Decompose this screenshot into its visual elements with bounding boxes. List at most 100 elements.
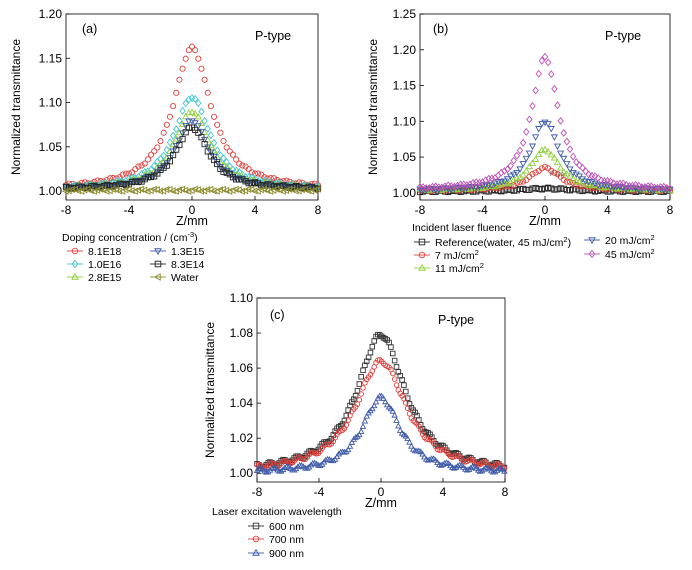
legend-label-text: 1.3E15: [171, 246, 204, 258]
data-point: [657, 183, 664, 191]
data-point: [426, 184, 433, 192]
data-point: [122, 181, 129, 188]
data-point: [553, 158, 562, 166]
legend-marker: [418, 251, 426, 259]
x-tick-label: 8: [502, 485, 509, 499]
legend-label: 1.3E15: [171, 246, 204, 258]
data-point: [229, 151, 236, 158]
data-point: [560, 155, 568, 163]
data-point: [541, 163, 549, 171]
data-point: [103, 181, 110, 188]
legend-label: 8.1E18: [88, 246, 121, 258]
data-point: [197, 128, 206, 136]
data-point: [176, 76, 183, 83]
annotation: P-type: [438, 313, 474, 327]
data-point: [239, 170, 246, 179]
data-point: [163, 121, 170, 128]
data-point: [548, 185, 555, 192]
data-point: [404, 395, 411, 401]
data-point: [261, 182, 268, 189]
legend-marker: [252, 548, 260, 556]
data-point: [447, 186, 455, 194]
data-point: [192, 47, 199, 54]
data-point: [360, 385, 366, 391]
data-point: [491, 468, 499, 475]
data-point: [66, 184, 73, 191]
data-point: [122, 170, 129, 177]
data-point: [303, 464, 311, 471]
legend-label-sup: 2: [480, 261, 484, 270]
data-point: [363, 412, 371, 419]
data-point: [460, 186, 468, 193]
x-tick-label: -8: [415, 203, 426, 217]
y-tick-label: 1.15: [393, 79, 417, 93]
y-tick-label: 1.25: [393, 7, 417, 21]
data-point: [557, 116, 564, 125]
data-point: [666, 184, 674, 193]
data-point: [393, 382, 400, 388]
data-point: [264, 468, 272, 475]
data-point: [207, 153, 214, 160]
data-point: [191, 120, 199, 127]
data-point: [135, 163, 142, 170]
y-tick-label: 1.20: [39, 7, 63, 21]
data-point: [585, 186, 592, 193]
data-point: [607, 177, 614, 186]
data-point: [244, 185, 252, 194]
data-point: [498, 168, 505, 177]
data-point: [264, 181, 271, 188]
legend-marker: [154, 260, 162, 268]
data-point: [538, 165, 545, 172]
data-point: [466, 180, 474, 189]
data-point: [314, 185, 321, 193]
data-point: [560, 185, 567, 192]
data-point: [195, 55, 202, 62]
data-point: [87, 181, 95, 188]
data-point: [650, 187, 659, 194]
data-point: [519, 138, 527, 147]
data-point: [173, 146, 180, 153]
data-point: [367, 349, 374, 356]
data-point: [239, 176, 246, 183]
data-point: [566, 166, 574, 173]
data-point: [582, 167, 589, 176]
data-point: [501, 467, 508, 474]
data-point: [267, 181, 274, 188]
legend-title: Incident laser fluence: [412, 222, 511, 234]
legend-title-text: Doping concentration / (cm: [62, 232, 188, 244]
data-point: [295, 454, 301, 461]
data-point: [391, 357, 398, 364]
x-tick-label: 4: [604, 203, 611, 217]
data-point: [344, 446, 352, 453]
data-point: [388, 344, 394, 350]
data-point: [528, 159, 537, 166]
data-point: [622, 186, 630, 193]
data-point: [204, 144, 212, 151]
data-point: [141, 175, 149, 182]
legend-label-sup: 2: [651, 247, 655, 256]
data-point: [217, 151, 224, 160]
data-point: [469, 178, 477, 187]
data-point: [476, 178, 483, 187]
data-point: [343, 422, 350, 428]
data-point: [535, 69, 542, 78]
data-point: [197, 119, 206, 127]
x-tick-label: -4: [314, 485, 325, 499]
data-point: [535, 185, 542, 192]
data-point: [207, 149, 215, 157]
data-point: [233, 156, 240, 163]
data-point: [119, 180, 126, 187]
data-point: [406, 438, 413, 445]
data-point: [408, 442, 415, 449]
data-point: [355, 431, 363, 438]
data-point: [429, 182, 436, 191]
data-point: [226, 162, 233, 171]
data-point: [597, 183, 605, 191]
data-point: [538, 186, 545, 193]
y-tick-label: 1.02: [230, 431, 254, 445]
data-point: [223, 169, 230, 176]
data-point: [324, 441, 331, 448]
data-point: [510, 171, 518, 179]
data-point: [563, 161, 571, 168]
data-point: [170, 103, 177, 110]
